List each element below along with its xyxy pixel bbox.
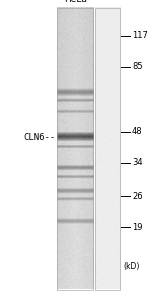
Text: 19: 19 [132,223,143,232]
Text: 48: 48 [132,127,143,136]
Bar [95,8,120,290]
Text: 85: 85 [132,62,143,71]
Text: CLN6--: CLN6-- [23,133,55,142]
Text: 26: 26 [132,192,143,201]
Text: 34: 34 [132,158,143,167]
Text: 117: 117 [132,31,148,40]
Bar [57,8,93,290]
Text: HeLa: HeLa [64,0,86,4]
Text: (kD): (kD) [123,262,139,272]
